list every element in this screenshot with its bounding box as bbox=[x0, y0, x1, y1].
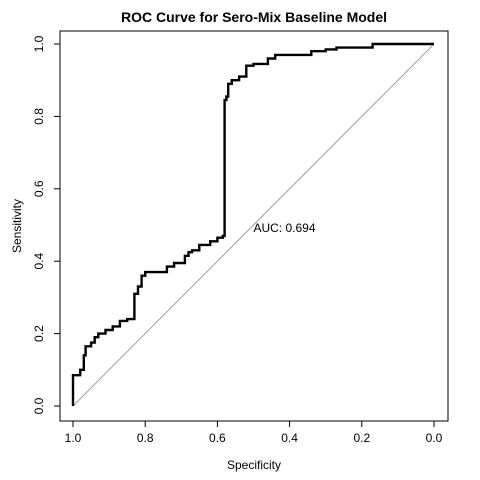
x-tick-label: 0.0 bbox=[426, 431, 443, 445]
auc-annotation: AUC: 0.694 bbox=[253, 221, 315, 235]
y-tick-label: 1.0 bbox=[32, 35, 46, 52]
x-tick-label: 0.2 bbox=[353, 431, 370, 445]
x-axis-label: Specificity bbox=[227, 458, 281, 472]
x-tick-label: 0.4 bbox=[281, 431, 298, 445]
x-tick-label: 0.8 bbox=[137, 431, 154, 445]
y-axis-label: Sensitivity bbox=[10, 199, 24, 253]
y-tick-label: 0.6 bbox=[32, 180, 46, 197]
y-tick-label: 0.2 bbox=[32, 325, 46, 342]
x-tick-label: 0.6 bbox=[209, 431, 226, 445]
y-tick-label: 0.0 bbox=[32, 397, 46, 414]
x-tick-label: 1.0 bbox=[65, 431, 82, 445]
chart-title: ROC Curve for Sero-Mix Baseline Model bbox=[121, 9, 387, 25]
y-tick-label: 0.4 bbox=[32, 253, 46, 270]
y-tick-label: 0.8 bbox=[32, 108, 46, 125]
